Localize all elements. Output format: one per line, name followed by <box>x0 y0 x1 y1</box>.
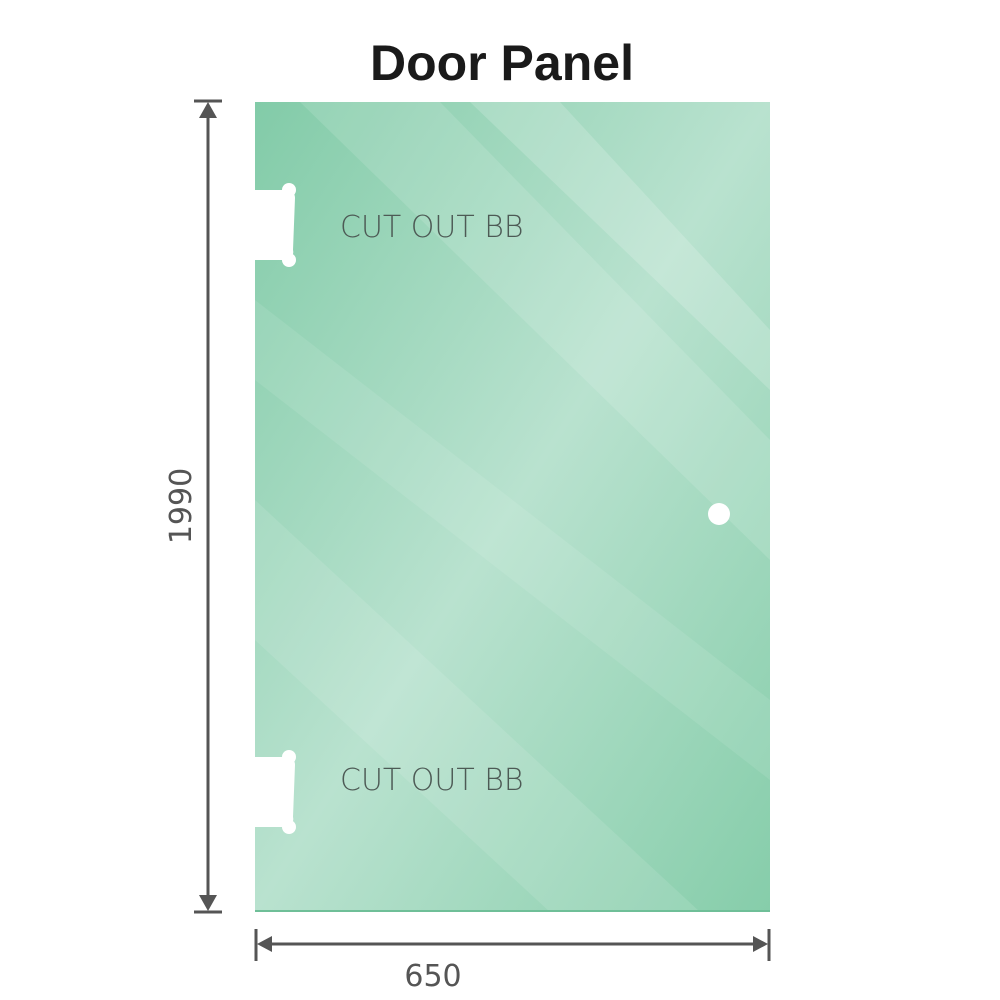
width-label: 650 <box>404 959 461 994</box>
height-dimension-line <box>194 99 222 914</box>
cutout-label-top: CUT OUT BB <box>340 210 524 245</box>
handle-hole <box>708 503 730 525</box>
diagram-title: Door Panel <box>370 35 634 91</box>
cutout-bottom <box>255 750 296 834</box>
cutout-top <box>255 183 296 267</box>
width-dimension-line <box>254 929 771 961</box>
height-label: 1990 <box>164 468 199 544</box>
glass-panel <box>255 102 770 912</box>
cutout-label-bottom: CUT OUT BB <box>340 763 524 798</box>
glass-reflections <box>255 102 770 912</box>
